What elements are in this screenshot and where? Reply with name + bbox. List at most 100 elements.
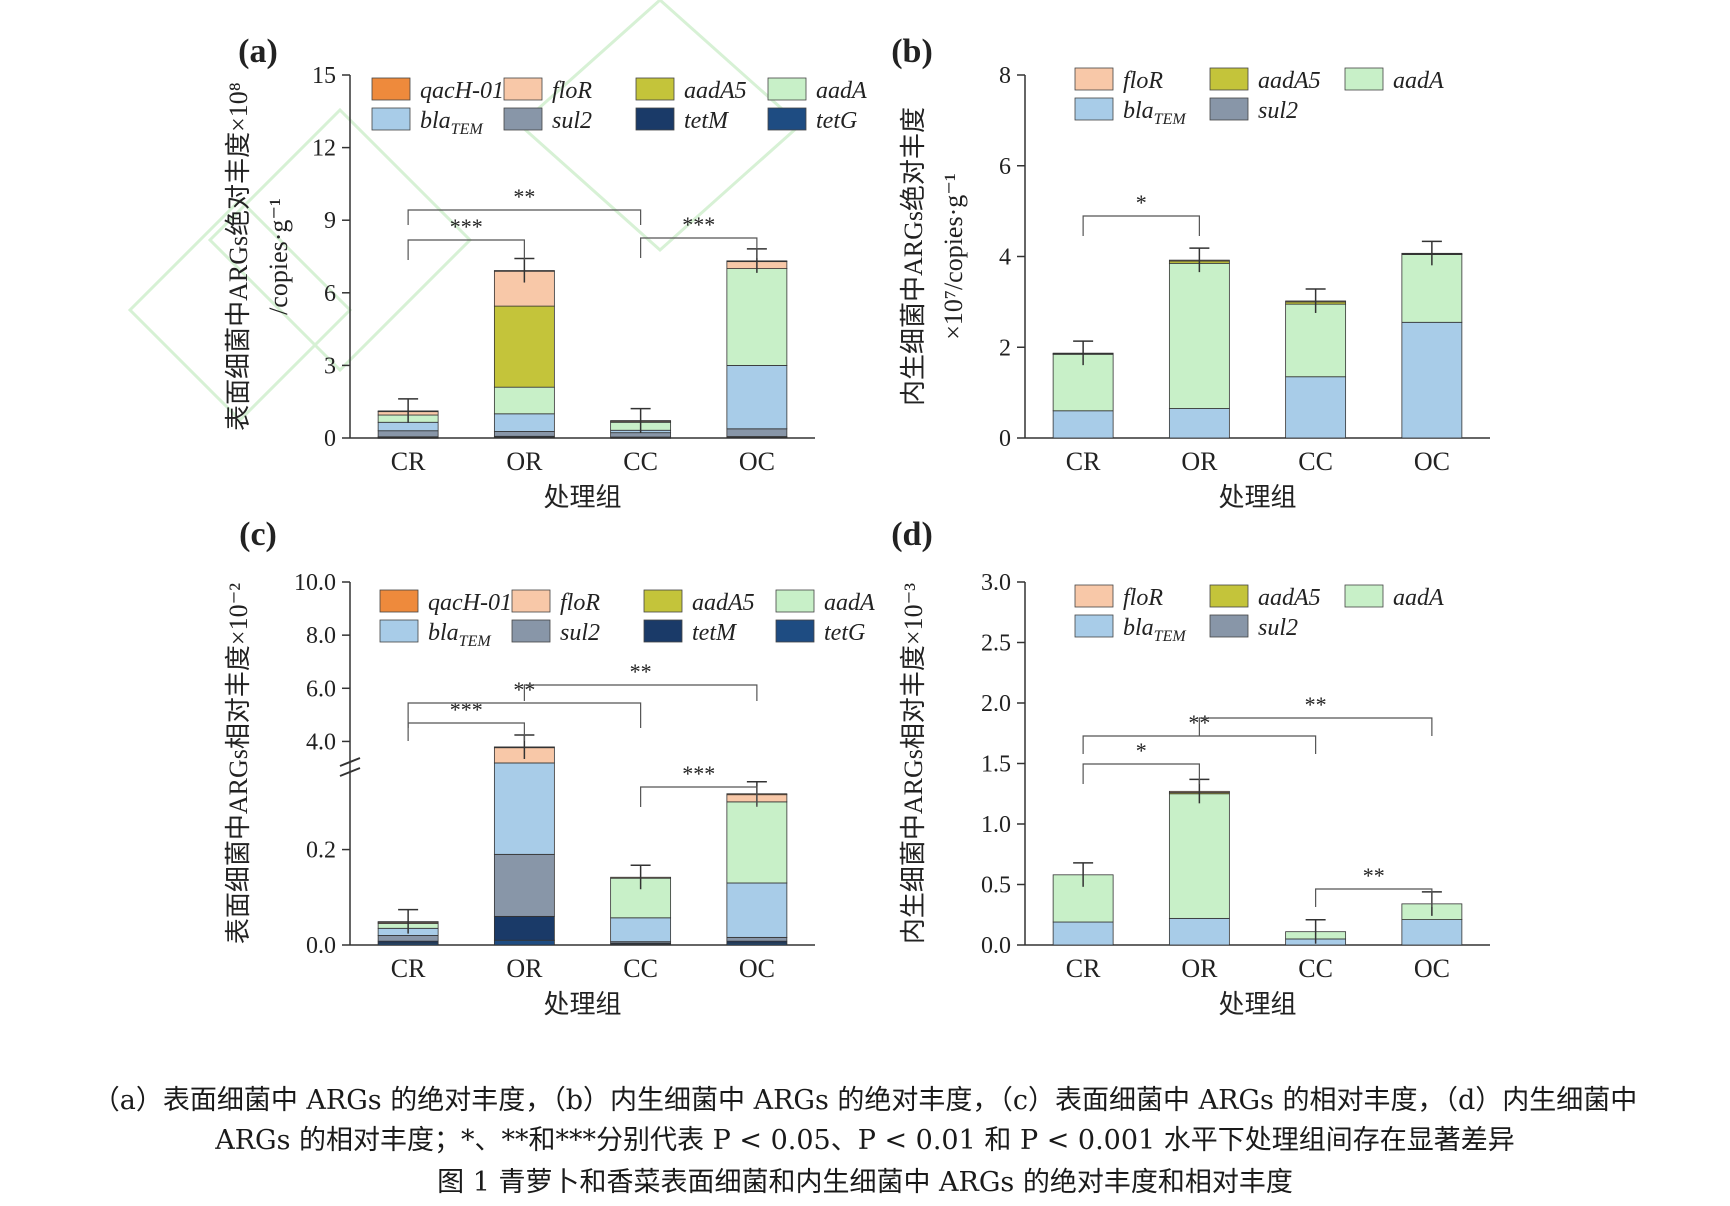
y-tick-label: 4	[999, 245, 1011, 271]
legend-swatch-floR	[511, 589, 551, 613]
legend-label-aadA: aadA	[816, 78, 867, 104]
legend-swatch-tetG	[775, 619, 815, 643]
x-tick-label-OC: OC	[1414, 954, 1450, 983]
panel-label: (d)	[891, 516, 933, 553]
y-tick-label: 9	[324, 208, 336, 234]
x-tick-label-CC: CC	[623, 447, 658, 476]
bar-CR-blaTEM	[1052, 921, 1114, 946]
significance-bracket	[1082, 763, 1200, 784]
legend-panel-a: qacH-01 floR aadA5 aadA blaTEM sul2 tetM tetG	[371, 77, 867, 138]
y-tick-label: 3	[324, 353, 336, 379]
significance-label: ***	[682, 761, 715, 786]
legend-label-aadA5: aadA5	[692, 590, 755, 616]
significance-CR-CC: **	[407, 184, 642, 225]
x-tick-label-CC: CC	[1298, 954, 1333, 983]
significance-CR-OR: *	[1082, 738, 1200, 784]
legend-swatch-aadA	[767, 77, 807, 101]
y-tick-label: 0.0	[306, 933, 336, 959]
y-tick-label: 2	[999, 335, 1011, 361]
legend-panel-b: floR aadA5 aadA blaTEM sul2	[1074, 67, 1444, 128]
y-tick-label: 0	[324, 426, 336, 452]
x-tick-label-CR: CR	[1066, 447, 1101, 476]
caption-line-3: 图 1 青萝卜和香菜表面细菌和内生细菌中 ARGs 的绝对丰度和相对丰度	[437, 1167, 1293, 1198]
bar-CC-blaTEM	[1285, 376, 1347, 439]
bar-OR-sul2	[493, 431, 555, 437]
legend-panel-d: floR aadA5 aadA blaTEM sul2	[1074, 584, 1444, 645]
significance-bracket	[640, 237, 758, 258]
y-axis-label: 内生细菌中ARGs绝对丰度	[899, 107, 928, 406]
bar-CC-aadA	[1285, 303, 1347, 378]
legend-label-tetG: tetG	[816, 108, 857, 134]
legend-swatch-aadA	[1344, 584, 1384, 608]
bar-OR-tetM	[493, 915, 555, 941]
y-tick-label: 6	[999, 154, 1011, 180]
legend-label-sul2: sul2	[552, 108, 592, 134]
x-tick-label-CC: CC	[1298, 447, 1333, 476]
legend-panel-c: qacH-01 floR aadA5 aadA blaTEM sul2 tetM tetG	[379, 589, 875, 650]
bar-OC-aadA	[726, 801, 788, 884]
y-tick-label: 6	[324, 281, 336, 307]
legend-swatch-blaTEM	[379, 619, 419, 643]
significance-bracket	[407, 702, 642, 728]
significance-bracket	[1082, 215, 1200, 236]
bar-OR-blaTEM	[1168, 917, 1230, 946]
significance-label: **	[1305, 692, 1327, 717]
legend-swatch-qacH-01	[371, 77, 411, 101]
panel-d: (d) 0.0 0.5 1.0 1.5 2.0 2.5 3.0 CR OR CC OC 处理组 内生细菌中…	[891, 516, 1490, 1019]
legend-label-qacH-01: qacH-01	[428, 590, 512, 616]
x-axis-label: 处理组	[1218, 483, 1296, 512]
bar-OC-blaTEM	[726, 364, 788, 430]
legend-swatch-sul2	[1209, 614, 1249, 638]
legend-label-floR: floR	[560, 590, 600, 616]
watermark-diamond	[207, 107, 473, 373]
bar-OR-aadA	[1168, 262, 1230, 409]
bar-OR-aadA5	[493, 305, 555, 388]
legend-swatch-aadA	[775, 589, 815, 613]
legend-swatch-sul2	[503, 107, 543, 131]
bar-OR-blaTEM	[1168, 408, 1230, 439]
bar-OR-blaTEM	[493, 762, 555, 855]
bar-CR-blaTEM	[377, 421, 439, 432]
legend-swatch-aadA	[1344, 67, 1384, 91]
legend-swatch-tetM	[635, 107, 675, 131]
caption-line-1: （a）表面细菌中 ARGs 的绝对丰度，（b）内生细菌中 ARGs 的绝对丰度，…	[92, 1085, 1638, 1116]
panel-label: (c)	[239, 516, 277, 553]
bar-CR-sul2	[377, 430, 439, 438]
legend-label-aadA5: aadA5	[1258, 585, 1321, 611]
bar-OR-aadA	[493, 386, 555, 415]
significance-bracket	[523, 684, 758, 701]
significance-CR-OR: ***	[407, 214, 525, 260]
caption-line-2: ARGs 的相对丰度；*、**和***分别代表 P < 0.05、P < 0.0…	[215, 1125, 1515, 1156]
significance-bracket	[1082, 735, 1317, 754]
legend-label-blaTEM: blaTEM	[428, 620, 492, 650]
legend-swatch-floR	[1074, 584, 1114, 608]
x-tick-label-OR: OR	[1181, 447, 1218, 476]
y-axis-label: 表面细菌中ARGs绝对丰度×10⁸	[224, 82, 253, 431]
significance-bracket	[407, 722, 525, 741]
legend-label-blaTEM: blaTEM	[1123, 615, 1187, 645]
significance-OR-OC: **	[1198, 692, 1433, 736]
y-tick-label: 3.0	[981, 570, 1011, 596]
legend-label-aadA5: aadA5	[1258, 68, 1321, 94]
legend-swatch-blaTEM	[1074, 97, 1114, 121]
legend-label-blaTEM: blaTEM	[420, 108, 484, 138]
watermark-diamond	[517, 0, 803, 253]
panel-label: (b)	[891, 33, 933, 70]
x-axis-label: 处理组	[543, 483, 621, 512]
significance-CR-OR: *	[1082, 190, 1200, 236]
bar-CR-blaTEM	[1052, 410, 1114, 439]
axis-break-marker	[339, 757, 361, 777]
legend-label-floR: floR	[552, 78, 592, 104]
bar-OR-aadA	[1168, 793, 1230, 919]
bar-OC-aadA	[726, 268, 788, 366]
y-tick-label: 8.0	[306, 623, 336, 649]
panel-label: (a)	[238, 33, 278, 70]
legend-label-sul2: sul2	[1258, 98, 1298, 124]
significance-bracket	[1198, 717, 1433, 736]
legend-label-aadA: aadA	[824, 590, 875, 616]
legend-swatch-aadA5	[635, 77, 675, 101]
x-tick-label-OC: OC	[1414, 447, 1450, 476]
significance-bracket	[407, 239, 525, 260]
x-tick-label-OC: OC	[739, 954, 775, 983]
